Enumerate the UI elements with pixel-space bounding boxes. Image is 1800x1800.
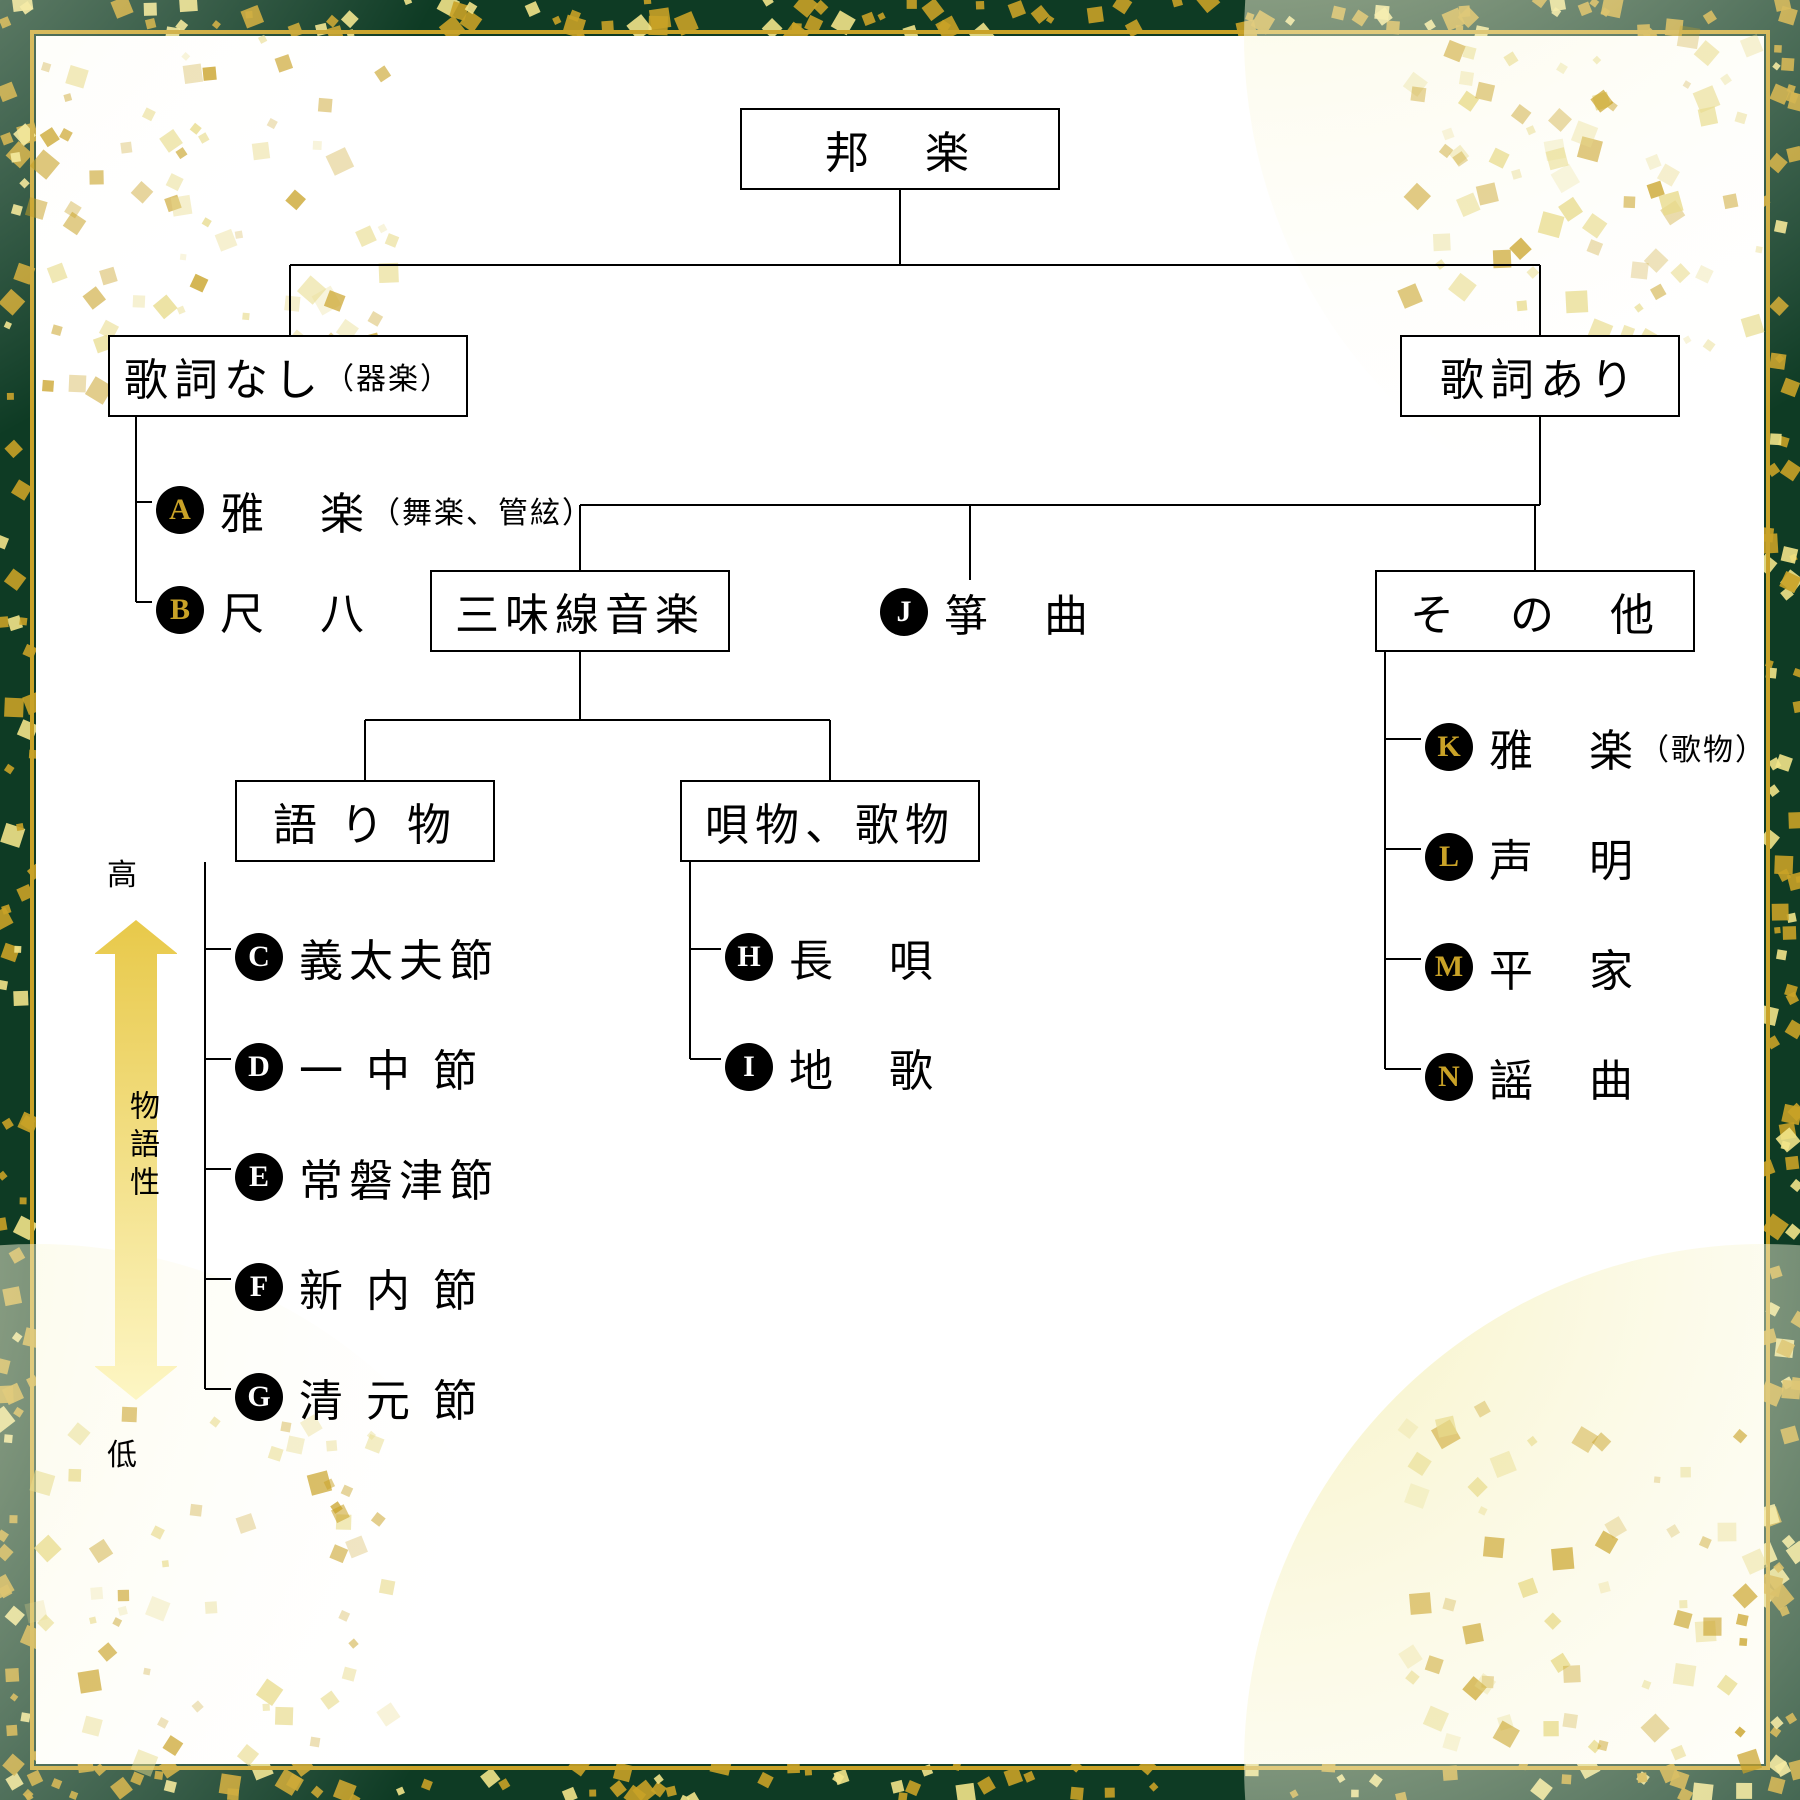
item-other-K-badge: K (1425, 723, 1473, 771)
item-other-N-label: 謡 曲 (1489, 1045, 1639, 1109)
item-sokyoku-J-label: 箏 曲 (944, 580, 1094, 644)
arrow-label-bottom: 低 (107, 1430, 137, 1474)
node-with-lyrics: 歌詞あり (1400, 335, 1680, 417)
node-utai: 唄物、歌物 (680, 780, 980, 862)
item-utai-I-label: 地 歌 (789, 1035, 939, 1099)
node-katari-label: 語 り 物 (273, 789, 457, 853)
node-root: 邦 楽 (740, 108, 1060, 190)
node-with-lyrics-label: 歌詞あり (1440, 344, 1640, 408)
item-nolyrics-A-sub: （舞楽、管絃） (370, 488, 594, 532)
item-utai-H-badge: H (725, 933, 773, 981)
node-no-lyrics-main: 歌詞なし (124, 344, 324, 408)
item-utai-H-label: 長 唄 (789, 925, 939, 989)
item-other-K-sub: （歌物） (1639, 725, 1767, 769)
item-katari-D-label: 一 中 節 (299, 1035, 483, 1099)
item-other-K-label: 雅 楽 (1489, 715, 1639, 779)
connector-lines (0, 0, 1800, 1800)
node-root-label: 邦 楽 (825, 117, 975, 181)
arrow-label-mid: 物語性 (119, 1090, 163, 1204)
item-other-L-badge: L (1425, 833, 1473, 881)
item-katari-E: E 常磐津節 (235, 1145, 499, 1209)
node-other: そ の 他 (1375, 570, 1695, 652)
item-katari-D-badge: D (235, 1043, 283, 1091)
item-katari-E-label: 常磐津節 (299, 1145, 499, 1209)
item-katari-F-label: 新 内 節 (299, 1255, 483, 1319)
node-shamisen-label: 三味線音楽 (455, 579, 705, 643)
item-sokyoku-J: J箏 曲 (880, 580, 1094, 644)
item-utai-I-badge: I (725, 1043, 773, 1091)
item-katari-G: G清 元 節 (235, 1365, 483, 1429)
item-katari-G-label: 清 元 節 (299, 1365, 483, 1429)
item-utai-I: I地 歌 (725, 1035, 939, 1099)
item-other-N-badge: N (1425, 1053, 1473, 1101)
item-nolyrics-A: A 雅 楽（舞楽、管絃） (156, 478, 594, 542)
item-nolyrics-A-label: 雅 楽 (220, 478, 370, 542)
item-katari-F-badge: F (235, 1263, 283, 1311)
item-other-M: M平 家 (1425, 935, 1639, 999)
node-no-lyrics: 歌詞なし（器楽） (108, 335, 468, 417)
item-other-L: L声 明 (1425, 825, 1639, 889)
arrow-label-top: 高 (107, 850, 137, 894)
item-katari-F: F新 内 節 (235, 1255, 483, 1319)
node-no-lyrics-sub: （器楽） (324, 354, 452, 398)
item-other-N: N謡 曲 (1425, 1045, 1639, 1109)
item-sokyoku-J-badge: J (880, 588, 928, 636)
item-katari-C-label: 義太夫節 (299, 925, 499, 989)
item-katari-C-badge: C (235, 933, 283, 981)
item-other-M-label: 平 家 (1489, 935, 1639, 999)
node-shamisen: 三味線音楽 (430, 570, 730, 652)
item-nolyrics-B: B尺 八 (156, 578, 370, 642)
item-other-M-badge: M (1425, 943, 1473, 991)
item-katari-D: D一 中 節 (235, 1035, 483, 1099)
node-katari: 語 り 物 (235, 780, 495, 862)
item-other-K: K 雅 楽（歌物） (1425, 715, 1767, 779)
node-other-label: そ の 他 (1410, 579, 1660, 643)
item-utai-H: H長 唄 (725, 925, 939, 989)
item-other-L-label: 声 明 (1489, 825, 1639, 889)
item-katari-G-badge: G (235, 1373, 283, 1421)
node-utai-label: 唄物、歌物 (705, 789, 955, 853)
item-katari-C: C 義太夫節 (235, 925, 499, 989)
item-nolyrics-A-badge: A (156, 486, 204, 534)
item-katari-E-badge: E (235, 1153, 283, 1201)
item-nolyrics-B-label: 尺 八 (220, 578, 370, 642)
item-nolyrics-B-badge: B (156, 586, 204, 634)
